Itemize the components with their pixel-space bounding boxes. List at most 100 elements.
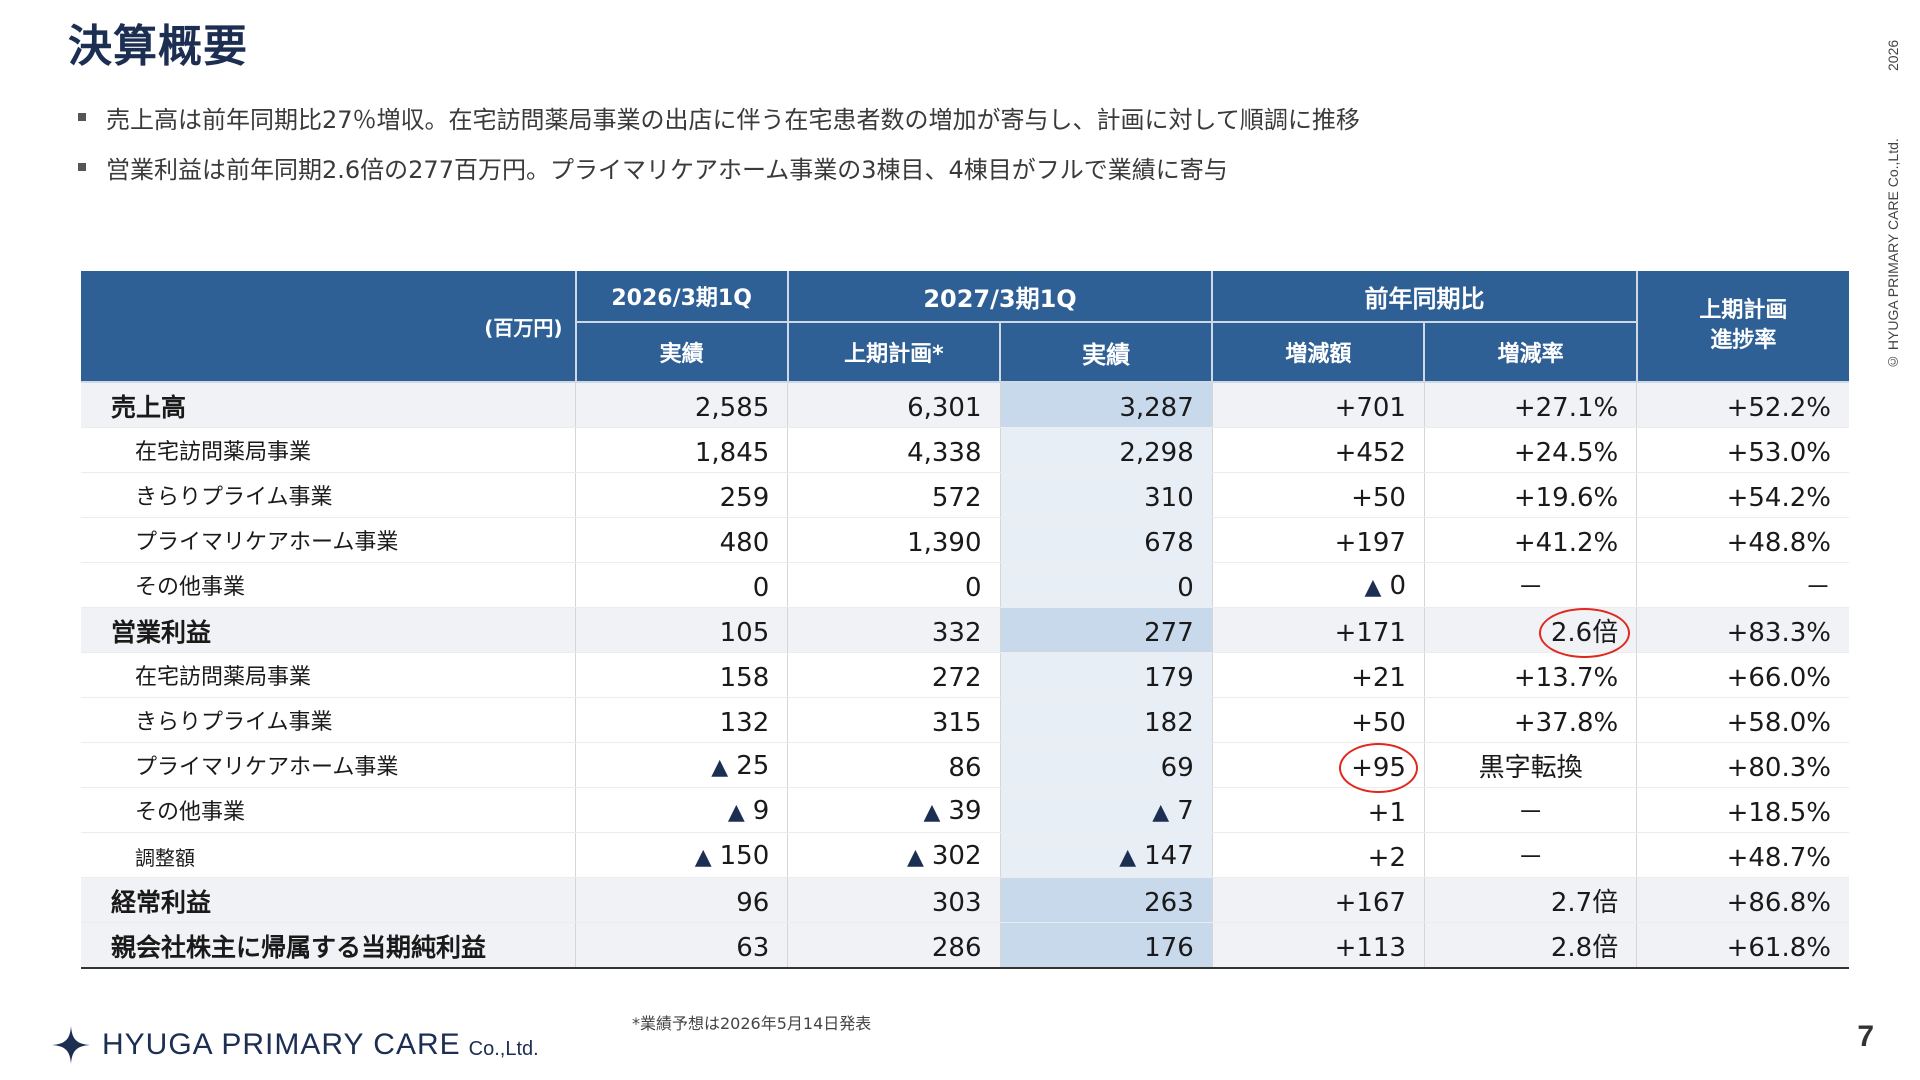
- sparkle-star-icon: [52, 1026, 90, 1064]
- highlight-circle: 2.6倍: [1538, 608, 1631, 658]
- cell-progress: +80.3%: [1636, 742, 1849, 788]
- cell-actual: 69: [1000, 742, 1213, 788]
- bullet-text: 営業利益は前年同期2.6倍の277百万円。プライマリケアホーム事業の3棟目、4棟…: [106, 155, 1228, 184]
- cell-plan: 303: [787, 877, 1001, 923]
- cell-prev: 0: [575, 562, 789, 608]
- progress-header-line1: 上期計画: [1699, 298, 1788, 323]
- cell-change: +1: [1212, 787, 1425, 833]
- cell-rate: 黒字転換: [1424, 742, 1638, 788]
- cell-actual-value: 147: [1144, 841, 1194, 871]
- table-row: きらりプライム事業 132 315 182 +50 +37.8% +58.0%: [81, 697, 1849, 743]
- highlight-circle: +95: [1339, 743, 1418, 793]
- company-logo: HYUGA PRIMARY CARE Co.,Ltd.: [52, 1026, 539, 1064]
- page-title: 決算概要: [68, 21, 248, 72]
- cell-prev: 259: [575, 472, 789, 518]
- row-label: きらりプライム事業: [81, 472, 577, 518]
- copyright-text: © HYUGA PRIMARY CARE Co.,Ltd.: [1885, 138, 1901, 370]
- cell-plan: 572: [787, 472, 1001, 518]
- cell-plan: ▲ 302: [787, 832, 1001, 878]
- cell-change-value: 0: [1389, 571, 1406, 601]
- cell-rate: +37.8%: [1424, 697, 1638, 743]
- cell-change: +701: [1212, 382, 1425, 428]
- rate-header: 増減率: [1424, 322, 1638, 383]
- cell-change: ▲ 0: [1212, 562, 1425, 608]
- cell-progress: +48.7%: [1636, 832, 1849, 878]
- cell-rate: +41.2%: [1424, 517, 1638, 563]
- row-label: その他事業: [81, 787, 577, 833]
- cell-prev-value: 9: [752, 796, 770, 826]
- bullet-marker: [78, 113, 86, 121]
- cell-prev: 96: [575, 877, 789, 923]
- copyright-notice: © HYUGA PRIMARY CARE Co.,Ltd. 2026: [1880, 40, 1906, 370]
- table-row: その他事業 0 0 0 ▲ 0 － －: [81, 562, 1849, 608]
- cell-change: +50: [1212, 697, 1425, 743]
- table-row: 売上高 2,585 6,301 3,287 +701 +27.1% +52.2%: [81, 382, 1849, 428]
- table-row: 営業利益 105 332 277 +171 2.6倍 +83.3%: [81, 607, 1849, 658]
- cell-progress: +66.0%: [1636, 652, 1849, 698]
- cell-rate: +19.6%: [1424, 472, 1638, 518]
- cell-prev: 1,845: [575, 427, 789, 473]
- table-row: きらりプライム事業 259 572 310 +50 +19.6% +54.2%: [81, 472, 1849, 518]
- table-row: 在宅訪問薬局事業 158 272 179 +21 +13.7% +66.0%: [81, 652, 1849, 698]
- cell-change: +21: [1212, 652, 1425, 698]
- cell-progress: +18.5%: [1636, 787, 1849, 833]
- cell-change: +50: [1212, 472, 1425, 518]
- financial-summary-table: (百万円) 2026/3期1Q 2027/3期1Q 前年同期比 上期計画 進捗率…: [81, 271, 1849, 969]
- cell-plan-value: 302: [931, 841, 982, 871]
- cell-progress: +53.0%: [1636, 427, 1849, 473]
- table-row: 経常利益 96 303 263 +167 2.7倍 +86.8%: [81, 877, 1849, 923]
- progress-header-line2: 進捗率: [1710, 328, 1777, 353]
- cell-rate: －: [1424, 562, 1638, 608]
- cell-plan: 86: [787, 742, 1001, 788]
- change-header: 増減額: [1212, 322, 1426, 383]
- cell-plan: 0: [787, 562, 1001, 608]
- cell-progress: +83.3%: [1636, 607, 1849, 653]
- cell-change: +95: [1212, 742, 1425, 793]
- cell-plan-value: 39: [948, 796, 982, 826]
- prev-period-header: 2026/3期1Q: [575, 271, 789, 323]
- cell-actual: 263: [1000, 877, 1213, 923]
- cell-rate: +24.5%: [1424, 427, 1638, 473]
- cell-change: +113: [1212, 922, 1425, 969]
- cell-plan: 315: [787, 697, 1001, 743]
- negative-marker-icon: ▲: [1119, 845, 1137, 870]
- cell-change: +452: [1212, 427, 1425, 473]
- cell-progress: +61.8%: [1636, 922, 1849, 969]
- bullet-marker: [78, 163, 86, 171]
- row-label: 在宅訪問薬局事業: [81, 652, 577, 698]
- bullet-item: 営業利益は前年同期2.6倍の277百万円。プライマリケアホーム事業の3棟目、4棟…: [78, 142, 1360, 192]
- cell-prev: 2,585: [575, 382, 789, 428]
- cell-actual: 277: [1000, 607, 1213, 653]
- prev-actual-header: 実績: [575, 322, 789, 383]
- cell-actual-value: 7: [1177, 796, 1194, 826]
- unit-label: (百万円): [81, 271, 577, 383]
- table-row: その他事業 ▲ 9 ▲ 39 ▲ 7 +1 － +18.5%: [81, 787, 1849, 833]
- cell-change: +167: [1212, 877, 1425, 923]
- row-label: きらりプライム事業: [81, 697, 577, 743]
- negative-marker-icon: ▲: [1152, 800, 1170, 825]
- table-row: プライマリケアホーム事業 480 1,390 678 +197 +41.2% +…: [81, 517, 1849, 563]
- row-label: 親会社株主に帰属する当期純利益: [81, 922, 577, 969]
- progress-header: 上期計画 進捗率: [1636, 271, 1849, 383]
- negative-marker-icon: ▲: [1364, 575, 1382, 600]
- curr-period-header: 2027/3期1Q: [787, 271, 1214, 323]
- row-label: 調整額: [81, 832, 577, 878]
- cell-actual: ▲ 7: [1000, 787, 1213, 833]
- table-row: 在宅訪問薬局事業 1,845 4,338 2,298 +452 +24.5% +…: [81, 427, 1849, 473]
- negative-marker-icon: ▲: [906, 845, 924, 870]
- page-number: 7: [1857, 1020, 1874, 1053]
- cell-actual: 2,298: [1000, 427, 1213, 473]
- negative-marker-icon: ▲: [727, 800, 745, 825]
- row-label: プライマリケアホーム事業: [81, 517, 577, 563]
- cell-prev-value: 25: [736, 751, 770, 781]
- cell-actual: ▲ 147: [1000, 832, 1213, 878]
- cell-rate: 2.8倍: [1424, 922, 1638, 969]
- cell-plan: 4,338: [787, 427, 1001, 473]
- cell-progress: +86.8%: [1636, 877, 1849, 923]
- cell-rate: 2.6倍: [1424, 607, 1638, 658]
- curr-actual-header: 実績: [1000, 322, 1214, 383]
- cell-change: +2: [1212, 832, 1425, 878]
- cell-progress: +54.2%: [1636, 472, 1849, 518]
- cell-plan: 6,301: [787, 382, 1001, 428]
- cell-actual: 179: [1000, 652, 1213, 698]
